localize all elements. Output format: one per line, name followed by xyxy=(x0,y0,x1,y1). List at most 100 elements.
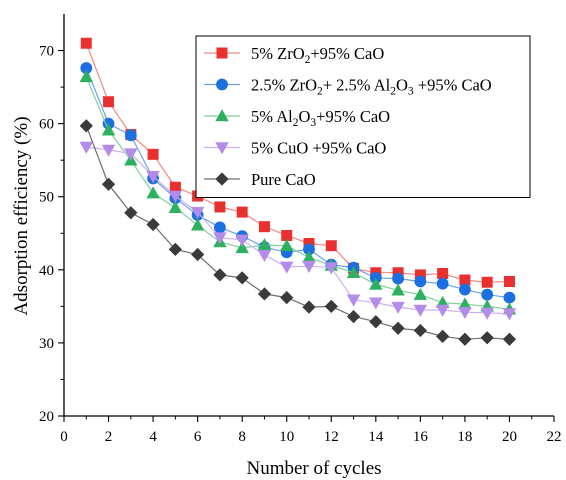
data-point xyxy=(436,329,450,343)
legend-entry: Pure CaO xyxy=(204,170,316,189)
x-tick-label: 14 xyxy=(368,429,384,445)
data-point xyxy=(302,260,316,273)
legend-marker xyxy=(216,78,228,91)
data-point xyxy=(480,307,494,320)
data-point xyxy=(324,262,338,275)
data-point xyxy=(459,283,471,296)
legend-marker xyxy=(215,142,229,155)
data-point xyxy=(392,272,404,285)
data-point xyxy=(168,200,183,213)
legend-label: 2.5% ZrO2+ 2.5% Al2O3 +95% CaO xyxy=(251,76,492,98)
data-point xyxy=(480,331,494,345)
data-point xyxy=(257,249,272,263)
data-point xyxy=(437,267,449,279)
data-point xyxy=(324,299,338,313)
data-point xyxy=(80,37,92,49)
data-point xyxy=(214,201,226,213)
data-point xyxy=(346,309,361,324)
data-point xyxy=(124,148,138,161)
data-point xyxy=(413,287,428,300)
data-point xyxy=(391,283,405,296)
data-point xyxy=(481,288,494,301)
data-point xyxy=(325,240,337,252)
y-tick-label: 40 xyxy=(39,263,54,279)
data-point xyxy=(168,190,183,203)
data-point xyxy=(79,141,93,154)
data-point xyxy=(213,232,227,245)
x-tick-label: 20 xyxy=(502,429,517,445)
data-point xyxy=(213,268,227,282)
legend-entry: 5% Al2O3+95% CaO xyxy=(204,107,390,129)
data-point xyxy=(147,148,159,160)
data-point xyxy=(502,332,517,346)
legend-entry: 2.5% ZrO2+ 2.5% Al2O3 +95% CaO xyxy=(204,76,492,98)
x-tick-label: 2 xyxy=(105,429,113,445)
data-point xyxy=(413,323,427,338)
legend-entry: 5% CuO +95% CaO xyxy=(204,139,386,158)
data-point xyxy=(190,218,205,231)
data-point xyxy=(458,306,472,320)
data-point xyxy=(280,238,294,251)
x-tick-label: 6 xyxy=(194,429,202,445)
data-point xyxy=(413,304,428,317)
x-tick-label: 16 xyxy=(413,429,429,445)
data-point xyxy=(236,206,248,218)
axes-layer: 0 2 4 6 8 10 12 14 16 18 20 22 20 30 40 50 60 70 xyxy=(39,14,562,445)
legend-box xyxy=(195,35,531,198)
data-point xyxy=(235,234,249,247)
y-tick-label: 50 xyxy=(39,190,54,206)
data-point xyxy=(168,242,182,256)
data-point xyxy=(79,70,93,83)
data-point xyxy=(235,271,249,285)
data-point xyxy=(146,217,160,232)
series-layer xyxy=(79,37,517,346)
data-point xyxy=(435,304,450,317)
data-point xyxy=(124,206,138,220)
data-point xyxy=(369,297,383,310)
data-point xyxy=(280,261,294,274)
y-tick-label: 60 xyxy=(39,117,54,133)
data-point xyxy=(190,206,205,219)
series-4 xyxy=(79,141,517,321)
data-point xyxy=(369,315,383,329)
data-point xyxy=(503,276,515,288)
data-point xyxy=(346,265,361,279)
y-tick-label: 30 xyxy=(39,336,54,352)
data-point xyxy=(258,221,270,233)
data-point xyxy=(391,321,405,335)
y-tick-label: 70 xyxy=(39,44,54,60)
data-point xyxy=(257,238,272,251)
legend-marker xyxy=(215,172,229,186)
data-point xyxy=(101,123,116,136)
data-point xyxy=(214,221,226,234)
x-tick-label: 10 xyxy=(279,429,294,445)
data-point xyxy=(346,294,361,307)
data-point xyxy=(101,144,116,157)
legend-label: 5% Al2O3+95% CaO xyxy=(251,107,390,129)
legend-label: 5% CuO +95% CaO xyxy=(251,139,386,158)
data-point xyxy=(436,277,449,290)
data-point xyxy=(481,276,493,288)
x-tick-label: 8 xyxy=(238,429,246,445)
legend: 5% ZrO2+95% CaO 2.5% ZrO2+ 2.5% Al2O3 +95… xyxy=(195,35,531,198)
data-point xyxy=(302,300,316,314)
data-point xyxy=(101,177,116,191)
data-point xyxy=(103,96,115,108)
data-point xyxy=(502,308,517,321)
legend-label: Pure CaO xyxy=(251,170,316,189)
x-tick-label: 12 xyxy=(324,429,339,445)
data-point xyxy=(458,332,472,346)
legend-entry: 5% ZrO2+95% CaO xyxy=(204,44,384,66)
data-point xyxy=(235,241,249,254)
data-point xyxy=(257,287,272,301)
data-point xyxy=(414,275,427,288)
x-tick-label: 0 xyxy=(60,429,68,445)
y-axis-title: Adsorption efficiency (%) xyxy=(11,116,32,315)
data-point xyxy=(124,129,137,142)
x-tick-label: 22 xyxy=(547,429,562,445)
legend-marker xyxy=(216,47,228,59)
data-point xyxy=(191,247,205,262)
data-point xyxy=(146,186,160,199)
data-point xyxy=(280,290,294,305)
